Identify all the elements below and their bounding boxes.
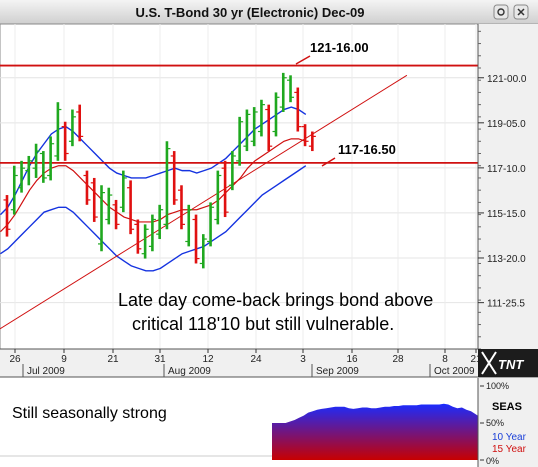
seasonal-area <box>272 403 480 460</box>
price-bars <box>3 72 316 269</box>
ohlc-bar <box>119 170 127 213</box>
ohlc-bar <box>98 185 106 252</box>
ohlc-bar <box>134 219 142 254</box>
ohlc-bar <box>185 204 193 247</box>
x-tick-label: 12 <box>202 354 214 365</box>
x-tick-label: 16 <box>346 354 358 365</box>
annotation-line-1: Late day come-back brings bond above <box>118 290 433 310</box>
date-axis-ticks: 26 9 21 31 12 24 3 16 28 8 21 Jul 2009 Aug 2009 Sep 2… <box>9 349 482 377</box>
price-axis-ticks: 121-00.0 119-05.0 117-10.0 115-15.0 113-20.0… <box>478 30 527 350</box>
y-tick-label: 113-20.0 <box>487 254 526 265</box>
ohlc-bar <box>112 199 120 230</box>
ohlc-bar <box>243 109 251 152</box>
ohlc-bar <box>10 165 18 215</box>
y-tick-label: 115-15.0 <box>487 209 526 220</box>
month-label: Aug 2009 <box>168 366 211 377</box>
ohlc-bar <box>156 204 164 240</box>
price-axis <box>478 24 538 349</box>
ohlc-bar <box>177 185 185 230</box>
ohlc-bar <box>287 75 295 103</box>
lower-band <box>0 165 307 272</box>
month-label: Jul 2009 <box>27 366 65 377</box>
ohlc-bar <box>32 143 40 178</box>
ohlc-bar <box>294 87 302 132</box>
x-tick-label: 9 <box>61 354 67 365</box>
ohlc-bar <box>170 151 178 205</box>
title-bar <box>0 0 538 24</box>
x-tick-label: 31 <box>154 354 166 365</box>
x-tick-label: 21 <box>107 354 119 365</box>
ohlc-bar <box>105 187 113 225</box>
x-tick-label: 8 <box>442 354 448 365</box>
ohlc-bar <box>301 124 309 147</box>
ohlc-bar <box>279 72 287 112</box>
ohlc-bar <box>163 141 171 230</box>
settings-icon[interactable] <box>497 8 505 16</box>
seasonal-label: SEAS <box>492 401 522 413</box>
x-tick-label: 26 <box>9 354 21 365</box>
ohlc-bar <box>250 107 258 147</box>
support-label: 117-16.50 <box>338 142 396 157</box>
ohlc-bar <box>236 116 244 166</box>
seasonal-tick-0: 0% <box>486 456 499 466</box>
ohlc-bar <box>199 234 207 269</box>
ohlc-bar <box>207 202 215 247</box>
seasonal-annotation: Still seasonally strong <box>12 405 167 422</box>
close-icon[interactable] <box>517 8 525 16</box>
ohlc-bar <box>68 109 76 147</box>
ohlc-bar <box>228 151 236 191</box>
trendline-line <box>0 74 408 330</box>
legend-15-year: 15 Year <box>492 444 527 455</box>
support-pointer <box>321 157 336 167</box>
ohlc-bar <box>221 160 229 218</box>
y-tick-label: 121-00.0 <box>487 74 527 85</box>
ohlc-bar <box>141 224 149 259</box>
ohlc-bar <box>90 177 98 222</box>
x-tick-label: 21 <box>470 354 482 365</box>
ohlc-bar <box>148 214 156 252</box>
month-label: Oct 2009 <box>434 366 475 377</box>
ohlc-bar <box>192 214 200 264</box>
month-label: Sep 2009 <box>316 366 359 377</box>
resistance-pointer <box>295 55 311 65</box>
seasonal-axis <box>478 378 538 467</box>
seasonal-tick-50: 50% <box>486 418 504 428</box>
ohlc-bar <box>127 180 135 235</box>
ohlc-bar <box>76 104 84 142</box>
resistance-label: 121-16.00 <box>310 40 369 55</box>
seasonal-tick-100: 100% <box>486 381 509 391</box>
ohlc-bar <box>3 195 11 237</box>
ohlc-bar <box>83 170 91 205</box>
legend-10-year: 10 Year <box>492 432 527 443</box>
window-controls[interactable] <box>493 4 529 20</box>
ohlc-bar <box>39 151 47 183</box>
ohlc-bar <box>61 121 69 161</box>
grid <box>0 24 478 349</box>
ohlc-bar <box>54 102 62 161</box>
chart-title: U.S. T-Bond 30 yr (Electronic) Dec-09 <box>135 5 364 20</box>
ohlc-bar <box>47 136 55 181</box>
ohlc-bar <box>214 170 222 225</box>
ohlc-bar <box>25 155 33 186</box>
ohlc-bar <box>265 104 273 152</box>
x-tick-label: 3 <box>300 354 306 365</box>
x-tick-label: 28 <box>392 354 404 365</box>
ohlc-bar <box>308 131 316 152</box>
y-tick-label: 117-10.0 <box>487 164 526 175</box>
y-tick-label: 111-25.5 <box>487 299 525 310</box>
ohlc-bar <box>272 92 280 137</box>
logo-text: TNT <box>498 357 524 372</box>
trendline <box>0 74 408 330</box>
ohlc-bar <box>257 99 265 137</box>
y-tick-label: 119-05.0 <box>487 119 526 130</box>
date-axis <box>0 349 478 377</box>
annotation-line-2: critical 118'10 but still vulnerable. <box>132 314 394 334</box>
x-tick-label: 24 <box>250 354 262 365</box>
ohlc-bar <box>18 160 26 193</box>
